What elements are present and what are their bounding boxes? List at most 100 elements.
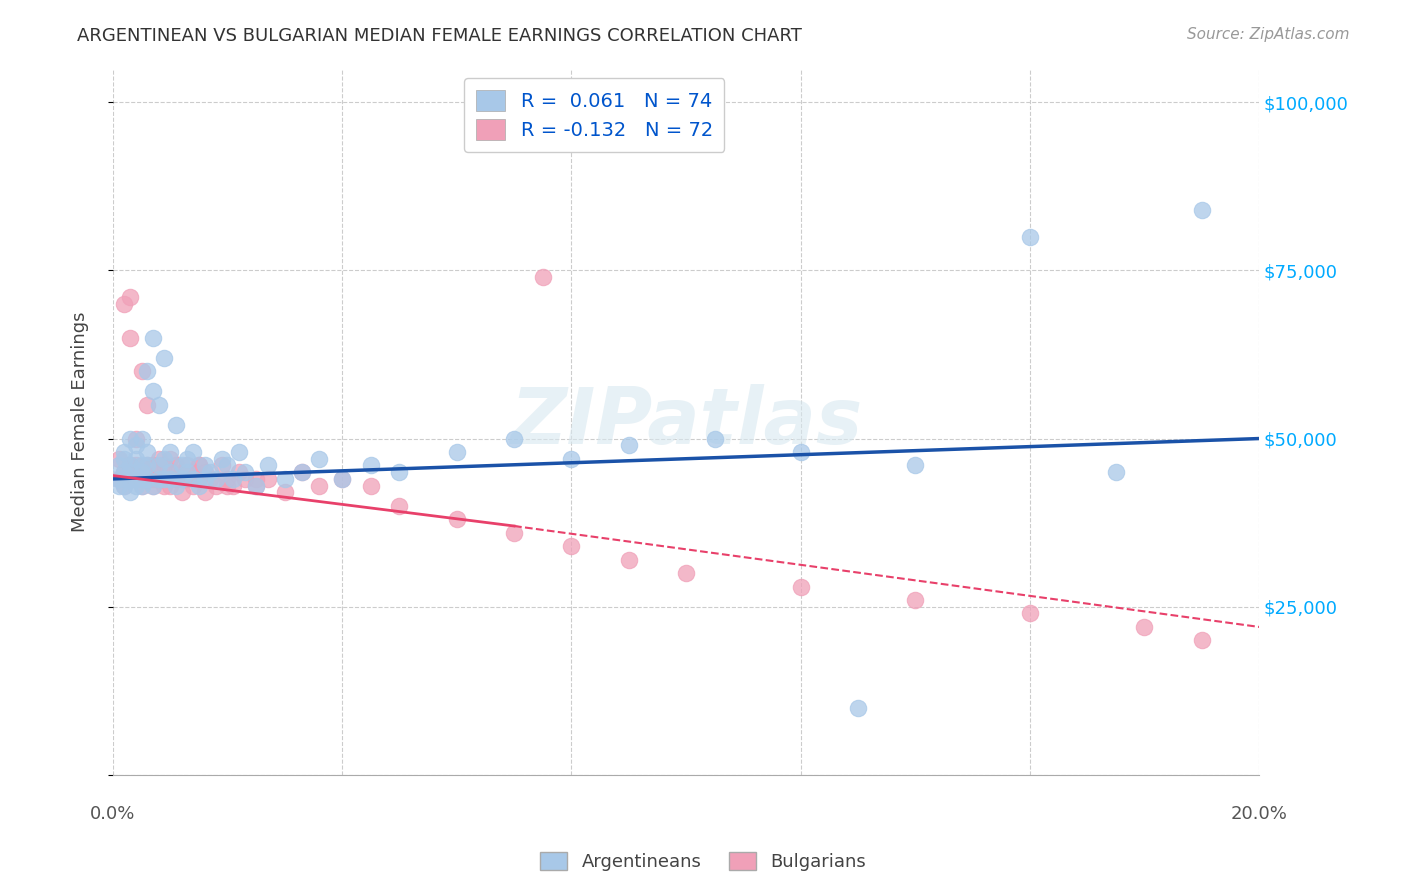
Point xyxy=(217,458,239,473)
Point xyxy=(118,432,141,446)
Point xyxy=(112,297,135,311)
Point xyxy=(159,472,181,486)
Point xyxy=(131,465,153,479)
Point xyxy=(136,472,159,486)
Point xyxy=(503,432,526,446)
Point xyxy=(1105,465,1128,479)
Point xyxy=(125,451,148,466)
Point xyxy=(165,478,187,492)
Point xyxy=(233,465,256,479)
Point xyxy=(125,472,148,486)
Point xyxy=(222,478,245,492)
Point xyxy=(131,432,153,446)
Point xyxy=(159,451,181,466)
Point xyxy=(181,445,204,459)
Point xyxy=(153,472,176,486)
Point xyxy=(153,478,176,492)
Point xyxy=(360,458,382,473)
Point xyxy=(176,472,198,486)
Point xyxy=(1018,607,1040,621)
Point xyxy=(675,566,697,580)
Point xyxy=(125,438,148,452)
Point xyxy=(1018,229,1040,244)
Point xyxy=(165,418,187,433)
Point xyxy=(131,458,153,473)
Point xyxy=(170,465,193,479)
Point xyxy=(131,472,153,486)
Point xyxy=(118,458,141,473)
Point xyxy=(245,478,267,492)
Point xyxy=(211,458,233,473)
Point xyxy=(131,465,153,479)
Text: 0.0%: 0.0% xyxy=(90,805,135,823)
Legend: R =  0.061   N = 74, R = -0.132   N = 72: R = 0.061 N = 74, R = -0.132 N = 72 xyxy=(464,78,724,152)
Point xyxy=(118,472,141,486)
Point xyxy=(388,465,411,479)
Point xyxy=(148,458,170,473)
Point xyxy=(131,478,153,492)
Point xyxy=(503,525,526,540)
Point xyxy=(107,472,129,486)
Point xyxy=(131,364,153,378)
Point xyxy=(148,451,170,466)
Point xyxy=(181,465,204,479)
Point xyxy=(222,472,245,486)
Text: ZIPatlas: ZIPatlas xyxy=(510,384,862,459)
Point xyxy=(187,458,209,473)
Point xyxy=(228,445,250,459)
Point xyxy=(153,458,176,473)
Point xyxy=(107,458,129,473)
Point xyxy=(112,465,135,479)
Point xyxy=(118,465,141,479)
Point xyxy=(388,499,411,513)
Point xyxy=(1191,633,1213,648)
Point xyxy=(217,472,239,486)
Point xyxy=(170,485,193,500)
Point xyxy=(148,465,170,479)
Point xyxy=(142,472,165,486)
Point xyxy=(187,458,209,473)
Point xyxy=(181,478,204,492)
Point xyxy=(256,458,278,473)
Point xyxy=(112,478,135,492)
Point xyxy=(148,398,170,412)
Point xyxy=(560,451,582,466)
Y-axis label: Median Female Earnings: Median Female Earnings xyxy=(72,311,89,532)
Point xyxy=(148,472,170,486)
Point xyxy=(228,465,250,479)
Point xyxy=(193,485,215,500)
Point xyxy=(107,451,129,466)
Point xyxy=(330,472,353,486)
Point xyxy=(205,478,228,492)
Point xyxy=(187,472,209,486)
Point xyxy=(291,465,314,479)
Point xyxy=(217,478,239,492)
Point xyxy=(136,458,159,473)
Point xyxy=(118,290,141,304)
Point xyxy=(360,478,382,492)
Point xyxy=(159,465,181,479)
Point xyxy=(1133,620,1156,634)
Point xyxy=(165,458,187,473)
Point xyxy=(107,472,129,486)
Point xyxy=(159,445,181,459)
Point xyxy=(107,478,129,492)
Point xyxy=(148,472,170,486)
Point xyxy=(256,472,278,486)
Point xyxy=(136,364,159,378)
Point xyxy=(193,472,215,486)
Point xyxy=(159,465,181,479)
Point xyxy=(118,331,141,345)
Point xyxy=(245,478,267,492)
Point xyxy=(118,458,141,473)
Point xyxy=(136,458,159,473)
Point xyxy=(142,458,165,473)
Point xyxy=(205,472,228,486)
Point xyxy=(193,458,215,473)
Point xyxy=(153,451,176,466)
Point xyxy=(142,478,165,492)
Point xyxy=(118,485,141,500)
Point xyxy=(330,472,353,486)
Point xyxy=(789,580,811,594)
Point xyxy=(200,472,222,486)
